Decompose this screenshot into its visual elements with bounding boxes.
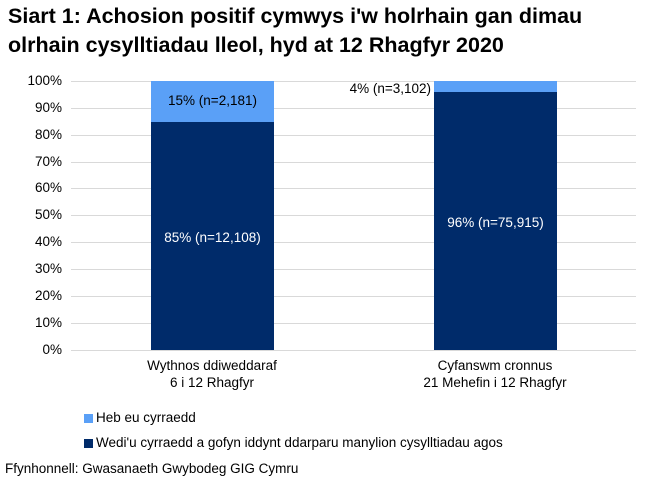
data-label-not-reached: 4% (n=3,102) xyxy=(349,81,431,96)
chart-title: Siart 1: Achosion positif cymwys i'w hol… xyxy=(8,4,583,57)
data-label-reached: 96% (n=75,915) xyxy=(447,215,544,230)
y-tick-label: 40% xyxy=(34,234,62,249)
x-category-line: Cyfanswm cronnus xyxy=(437,358,553,373)
bar-segment-reached xyxy=(434,92,557,350)
y-tick-label: 50% xyxy=(34,207,62,222)
legend-item-not-reached: Heb eu cyrraedd xyxy=(84,410,196,426)
x-axis-baseline xyxy=(71,350,636,351)
gridline xyxy=(71,242,636,243)
bar-segment-not-reached xyxy=(434,81,557,92)
gridline xyxy=(71,108,636,109)
legend-swatch-icon xyxy=(84,438,93,448)
y-tick-label: 20% xyxy=(34,288,62,303)
y-tick-label: 70% xyxy=(34,154,62,169)
legend-label: Heb eu cyrraedd xyxy=(96,410,196,425)
y-tick-label: 100% xyxy=(27,73,62,88)
bar-segment-not-reached xyxy=(151,81,274,122)
gridline xyxy=(71,215,636,216)
bar-segment-reached xyxy=(151,122,274,350)
y-tick-label: 80% xyxy=(34,127,62,142)
gridline xyxy=(71,269,636,270)
x-category-line: 6 i 12 Rhagfyr xyxy=(169,375,255,390)
data-label-reached: 85% (n=12,108) xyxy=(164,230,261,245)
x-category-label: Wythnos ddiweddaraf 6 i 12 Rhagfyr xyxy=(102,357,322,391)
data-label-not-reached: 15% (n=2,181) xyxy=(168,93,257,108)
gridline xyxy=(71,188,636,189)
y-tick-label: 30% xyxy=(34,261,62,276)
legend-swatch-icon xyxy=(84,413,93,423)
gridline xyxy=(71,296,636,297)
source-note: Ffynhonnell: Gwasanaeth Gwybodeg GIG Cym… xyxy=(5,461,299,476)
legend-item-reached: Wedi'u cyrraedd a gofyn iddynt ddarparu … xyxy=(84,435,503,451)
y-tick-label: 90% xyxy=(34,100,62,115)
gridline xyxy=(71,323,636,324)
y-tick-label: 10% xyxy=(34,315,62,330)
gridline xyxy=(71,162,636,163)
x-category-label: Cyfanswm cronnus 21 Mehefin i 12 Rhagfyr xyxy=(385,357,605,391)
y-tick-label: 60% xyxy=(34,180,62,195)
x-category-line: Wythnos ddiweddaraf xyxy=(147,358,277,373)
x-category-line: 21 Mehefin i 12 Rhagfyr xyxy=(423,375,567,390)
gridline xyxy=(71,81,636,82)
y-tick-label: 0% xyxy=(42,342,62,357)
legend-label: Wedi'u cyrraedd a gofyn iddynt ddarparu … xyxy=(96,435,503,450)
gridline xyxy=(71,135,636,136)
